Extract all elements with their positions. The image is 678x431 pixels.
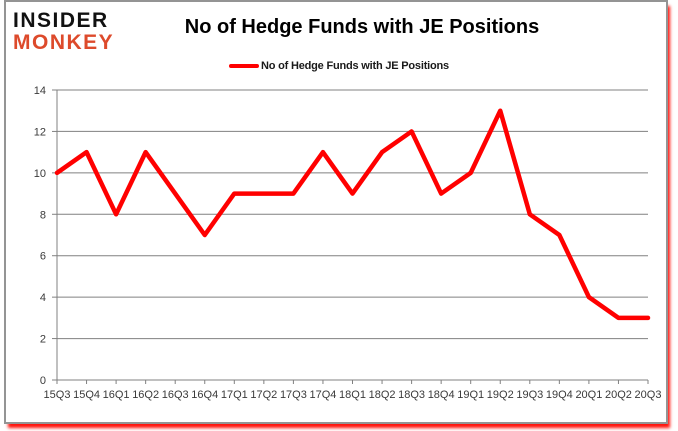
x-axis-label: 17Q2 (250, 389, 277, 401)
insider-monkey-logo: INSIDER MONKEY (13, 10, 114, 54)
x-axis-label: 15Q4 (73, 389, 100, 401)
x-axis-label: 16Q2 (132, 389, 159, 401)
y-axis-label: 0 (40, 375, 46, 387)
y-axis-label: 12 (34, 126, 46, 138)
x-axis-label: 18Q2 (369, 389, 396, 401)
legend-line-icon (229, 63, 260, 69)
y-axis-label: 4 (40, 292, 46, 304)
x-axis-label: 19Q2 (487, 389, 514, 401)
x-axis-label: 19Q1 (457, 389, 484, 401)
logo-insider-text: INSIDER (13, 9, 109, 32)
x-axis-label: 17Q1 (221, 389, 248, 401)
y-axis-label: 10 (34, 168, 46, 180)
y-axis-label: 6 (40, 251, 46, 263)
x-axis-label: 18Q3 (398, 389, 425, 401)
x-axis-label: 16Q1 (103, 389, 130, 401)
x-axis-label: 20Q3 (635, 389, 662, 401)
y-axis-label: 14 (34, 85, 46, 97)
x-axis-label: 17Q3 (280, 389, 307, 401)
x-axis-label: 19Q3 (516, 389, 543, 401)
x-axis-label: 18Q1 (339, 389, 366, 401)
data-series-line (54, 108, 651, 321)
x-axis-label: 19Q4 (546, 389, 573, 401)
x-axis-label: 18Q4 (428, 389, 455, 401)
chart-title: No of Hedge Funds with JE Positions (184, 16, 540, 38)
x-axis-label: 16Q4 (191, 389, 218, 401)
x-axis-label: 16Q3 (162, 389, 189, 401)
legend-label: No of Hedge Funds with JE Positions (261, 60, 449, 72)
x-axis-label: 17Q4 (309, 389, 336, 401)
y-axis-label: 8 (40, 209, 46, 221)
x-axis-label: 20Q2 (605, 389, 632, 401)
chart-border (4, 0, 668, 424)
x-axis-label: 15Q3 (44, 389, 71, 401)
legend: No of Hedge Funds with JE Positions (0, 58, 678, 74)
y-axis-label: 2 (40, 334, 46, 346)
logo-monkey-text: MONKEY (13, 31, 115, 54)
x-axis-label: 20Q1 (575, 389, 602, 401)
